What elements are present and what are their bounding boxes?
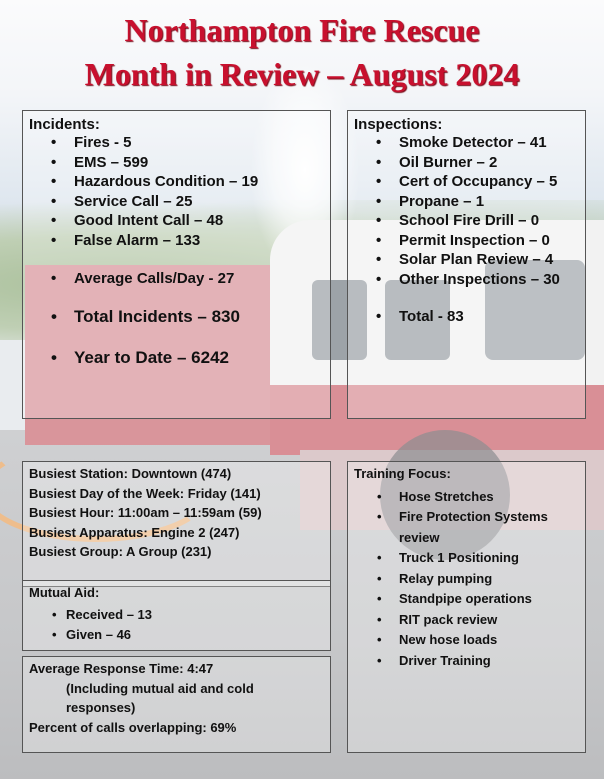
incidents-box: Incidents: Fires - 5 EMS – 599 Hazardous… — [22, 110, 331, 419]
training-list: Hose Stretches Fire Protection Systems r… — [354, 487, 585, 672]
list-item: Smoke Detector – 41 — [354, 133, 585, 153]
inspections-heading: Inspections: — [354, 116, 443, 133]
average-calls: Average Calls/Day - 27 — [29, 269, 330, 289]
busiest-station: Busiest Station: Downtown (474) — [29, 466, 232, 481]
list-item: Other Inspections – 30 — [354, 270, 585, 290]
average-response-time: Average Response Time: 4:47 — [29, 661, 214, 676]
list-item: Truck 1 Positioning — [354, 548, 585, 569]
busiest-hour: Busiest Hour: 11:00am – 11:59am (59) — [29, 505, 262, 520]
inspections-total: Total - 83 — [354, 307, 585, 327]
list-item: Propane – 1 — [354, 192, 585, 212]
list-item: False Alarm – 133 — [29, 231, 330, 251]
list-item: Given – 46 — [29, 625, 330, 646]
mutual-aid-list: Received – 13 Given – 46 — [29, 605, 330, 646]
mutual-aid-heading: Mutual Aid: — [29, 585, 100, 600]
percent-overlapping: Percent of calls overlapping: 69% — [29, 719, 237, 735]
list-item: Hose Stretches — [354, 487, 585, 508]
list-item: New hose loads — [354, 630, 585, 651]
list-item: Fires - 5 — [29, 133, 330, 153]
list-item: Hazardous Condition – 19 — [29, 172, 330, 192]
list-item: Good Intent Call – 48 — [29, 211, 330, 231]
list-item: Cert of Occupancy – 5 — [354, 172, 585, 192]
response-note: (Including mutual aid and cold responses… — [66, 680, 254, 716]
response-box: Average Response Time: 4:47 (Including m… — [22, 656, 331, 753]
busiest-day: Busiest Day of the Week: Friday (141) — [29, 485, 261, 501]
training-heading: Training Focus: — [354, 466, 451, 481]
list-item: School Fire Drill – 0 — [354, 211, 585, 231]
year-to-date: Year to Date – 6242 — [29, 348, 330, 368]
list-item: Solar Plan Review – 4 — [354, 250, 585, 270]
list-item: Permit Inspection – 0 — [354, 231, 585, 251]
total-incidents: Total Incidents – 830 — [29, 307, 330, 327]
list-item: Standpipe operations — [354, 589, 585, 610]
list-item: Received – 13 — [29, 605, 330, 626]
list-item: Relay pumping — [354, 569, 585, 590]
incidents-heading: Incidents: — [29, 116, 100, 133]
busiest-box: Busiest Station: Downtown (474) Busiest … — [22, 461, 331, 587]
list-item: Service Call – 25 — [29, 192, 330, 212]
list-item: RIT pack review — [354, 610, 585, 631]
list-item: Driver Training — [354, 651, 585, 672]
page-subtitle: Month in Review – August 2024 — [84, 56, 520, 92]
busiest-apparatus: Busiest Apparatus: Engine 2 (247) — [29, 524, 240, 540]
list-item: Fire Protection Systems review — [354, 507, 549, 548]
inspections-list: Smoke Detector – 41 Oil Burner – 2 Cert … — [354, 133, 585, 327]
busiest-group: Busiest Group: A Group (231) — [29, 544, 212, 559]
training-box: Training Focus: Hose Stretches Fire Prot… — [347, 461, 586, 753]
inspections-box: Inspections: Smoke Detector – 41 Oil Bur… — [347, 110, 586, 419]
list-item: Oil Burner – 2 — [354, 153, 585, 173]
list-item: EMS – 599 — [29, 153, 330, 173]
mutual-aid-box: Mutual Aid: Received – 13 Given – 46 — [22, 580, 331, 651]
incidents-list: Fires - 5 EMS – 599 Hazardous Condition … — [29, 133, 330, 368]
page-title: Northampton Fire Rescue — [124, 12, 480, 48]
